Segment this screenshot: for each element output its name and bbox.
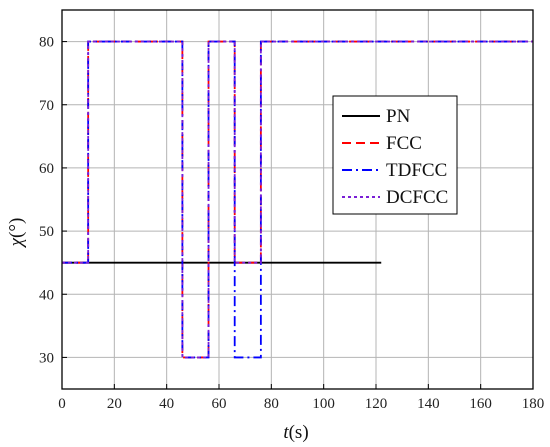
x-tick-label: 40 bbox=[159, 396, 174, 412]
legend-label-fcc: FCC bbox=[386, 133, 422, 154]
y-tick-label: 70 bbox=[39, 98, 54, 114]
legend-label-tdfcc: TDFCC bbox=[386, 160, 447, 181]
axis-ticks bbox=[61, 41, 534, 389]
y-axis-label: χ(°) bbox=[6, 218, 27, 249]
x-tick-label: 0 bbox=[58, 396, 66, 412]
y-tick-label: 50 bbox=[39, 224, 54, 240]
x-axis-label: t(s) bbox=[283, 422, 308, 443]
grid bbox=[62, 10, 533, 389]
y-tick-labels: 30 40 50 60 70 80 bbox=[39, 35, 54, 367]
x-tick-label: 80 bbox=[264, 396, 279, 412]
legend: PN FCC TDFCC DCFCC bbox=[332, 95, 458, 215]
x-tick-label: 120 bbox=[365, 396, 388, 412]
series-lines bbox=[62, 40, 533, 359]
series-dcfcc-line bbox=[62, 40, 533, 359]
x-tick-label: 160 bbox=[469, 396, 492, 412]
y-tick-label: 60 bbox=[39, 161, 54, 177]
legend-label-dcfcc: DCFCC bbox=[386, 187, 448, 208]
y-tick-label: 30 bbox=[39, 350, 54, 366]
x-tick-label: 140 bbox=[417, 396, 440, 412]
legend-label-pn: PN bbox=[386, 106, 411, 127]
x-tick-label: 20 bbox=[107, 396, 122, 412]
x-tick-label: 180 bbox=[522, 396, 545, 412]
x-tick-label: 60 bbox=[212, 396, 227, 412]
series-tdfcc-line bbox=[62, 40, 533, 359]
x-tick-label: 100 bbox=[312, 396, 335, 412]
plot-frame bbox=[61, 9, 534, 390]
y-tick-label: 80 bbox=[39, 35, 54, 51]
y-tick-label: 40 bbox=[39, 287, 54, 303]
x-tick-labels: 0 20 40 60 80 100 120 140 160 180 bbox=[58, 396, 544, 412]
series-fcc-line bbox=[62, 40, 533, 359]
